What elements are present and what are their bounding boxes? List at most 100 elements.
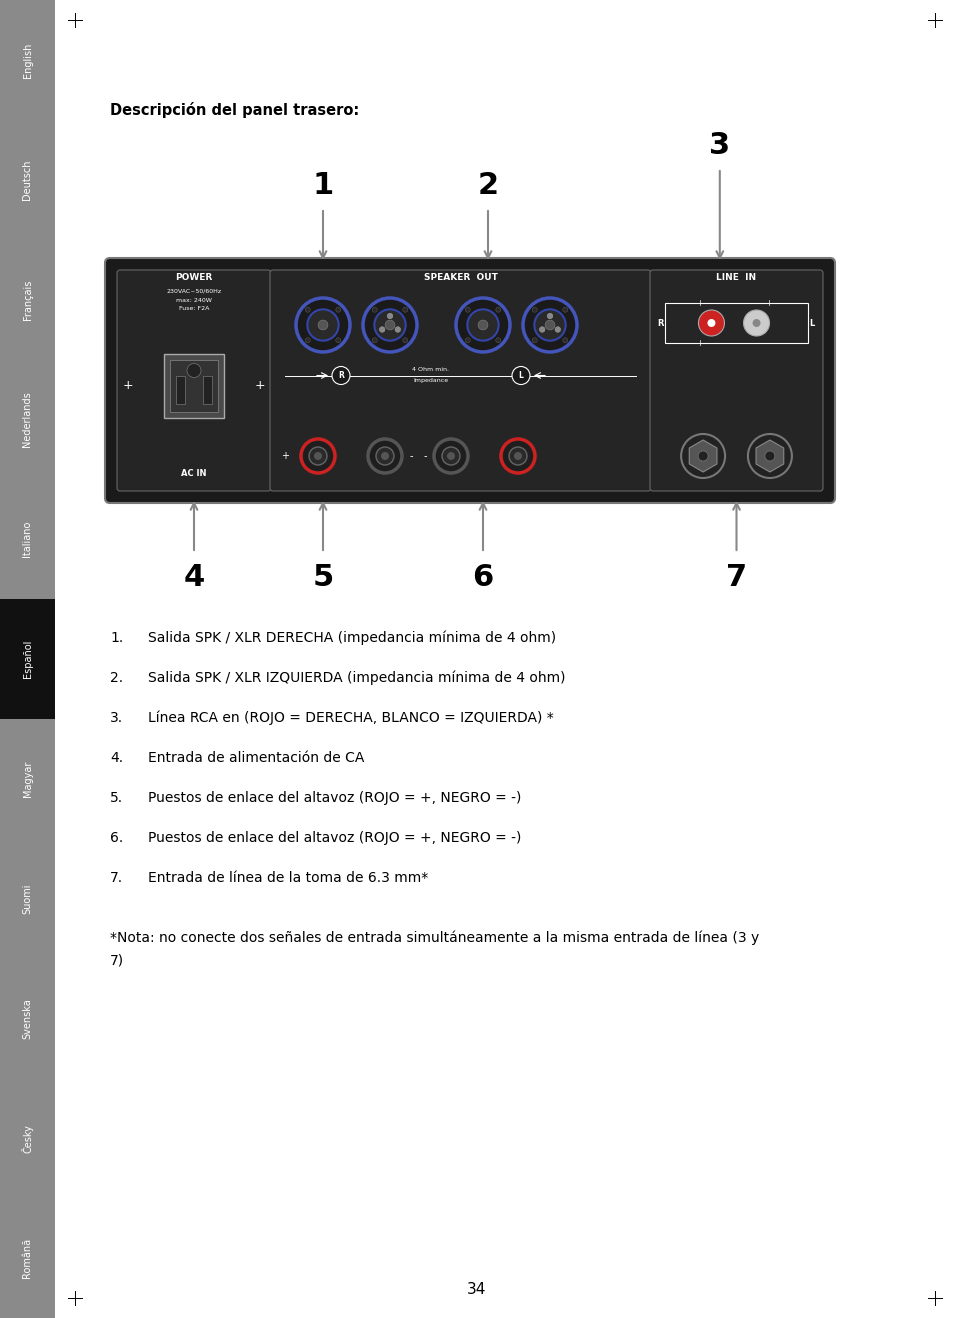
Text: L: L [518, 370, 523, 380]
Text: Salida SPK / XLR DERECHA (impedancia mínima de 4 ohm): Salida SPK / XLR DERECHA (impedancia mín… [148, 631, 556, 646]
Circle shape [547, 314, 552, 319]
Circle shape [380, 452, 389, 460]
Text: Suomi: Suomi [23, 883, 32, 913]
FancyBboxPatch shape [649, 270, 822, 492]
Circle shape [698, 451, 707, 461]
Bar [0, 838, 55, 958]
Text: SPEAKER  OUT: SPEAKER OUT [423, 273, 497, 282]
Circle shape [562, 337, 567, 343]
Circle shape [335, 307, 340, 312]
Circle shape [532, 337, 537, 343]
Text: 34: 34 [467, 1282, 486, 1297]
Text: -: - [423, 451, 426, 461]
Circle shape [379, 327, 385, 332]
Text: 1: 1 [312, 170, 334, 199]
Circle shape [555, 327, 560, 332]
Circle shape [522, 298, 577, 352]
Circle shape [496, 307, 500, 312]
Bar [0, 0, 55, 1318]
Circle shape [544, 320, 555, 330]
Circle shape [187, 364, 201, 377]
Circle shape [363, 298, 416, 352]
Text: 1.: 1. [110, 631, 123, 645]
Text: 3: 3 [708, 130, 730, 159]
Bar [0, 600, 55, 718]
Text: AC IN: AC IN [181, 469, 207, 478]
Circle shape [374, 310, 405, 340]
Circle shape [562, 307, 567, 312]
Text: Magyar: Magyar [23, 760, 32, 797]
Circle shape [314, 452, 322, 460]
Circle shape [467, 310, 498, 340]
Text: 230VAC~50/60Hz: 230VAC~50/60Hz [166, 289, 221, 294]
Text: +: + [254, 380, 265, 391]
Text: max: 240W: max: 240W [176, 298, 212, 303]
Circle shape [372, 337, 376, 343]
Text: 5.: 5. [110, 791, 123, 805]
Circle shape [434, 439, 468, 473]
Circle shape [402, 307, 407, 312]
Bar [0, 958, 55, 1078]
Text: Česky: Česky [22, 1124, 33, 1153]
Text: Italiano: Italiano [23, 521, 32, 558]
Text: Svenska: Svenska [23, 998, 32, 1039]
Circle shape [534, 310, 565, 340]
Text: +: + [764, 298, 771, 307]
Circle shape [532, 307, 537, 312]
Circle shape [441, 447, 459, 465]
Text: 3.: 3. [110, 710, 123, 725]
Text: -: - [409, 451, 413, 461]
Text: 4.: 4. [110, 751, 123, 764]
Circle shape [305, 337, 310, 343]
Circle shape [512, 366, 530, 385]
FancyBboxPatch shape [270, 270, 650, 492]
Text: Línea RCA en (ROJO = DERECHA, BLANCO = IZQUIERDA) *: Línea RCA en (ROJO = DERECHA, BLANCO = I… [148, 710, 553, 725]
Text: Entrada de alimentación de CA: Entrada de alimentación de CA [148, 751, 364, 764]
Circle shape [680, 434, 724, 478]
Circle shape [332, 366, 350, 385]
Text: Puestos de enlace del altavoz (ROJO = +, NEGRO = -): Puestos de enlace del altavoz (ROJO = +,… [148, 832, 521, 845]
Polygon shape [755, 440, 783, 472]
Text: 4: 4 [183, 564, 204, 593]
Text: Salida SPK / XLR IZQUIERDA (impedancia mínima de 4 ohm): Salida SPK / XLR IZQUIERDA (impedancia m… [148, 671, 565, 685]
Text: POWER: POWER [175, 273, 213, 282]
Circle shape [456, 298, 510, 352]
Text: Nederlands: Nederlands [23, 391, 32, 447]
Bar [0, 240, 55, 360]
Circle shape [402, 337, 407, 343]
Text: Français: Français [23, 279, 32, 320]
Bar [0, 0, 55, 120]
Circle shape [317, 320, 328, 330]
Text: Impedance: Impedance [413, 378, 448, 384]
Circle shape [538, 327, 544, 332]
Circle shape [465, 307, 470, 312]
Text: +: + [123, 380, 133, 391]
Polygon shape [688, 440, 717, 472]
Text: *Nota: no conecte dos señales de entrada simultáneamente a la misma entrada de l: *Nota: no conecte dos señales de entrada… [110, 931, 759, 945]
Text: Español: Español [23, 639, 32, 679]
Circle shape [335, 337, 340, 343]
Text: 2.: 2. [110, 671, 123, 685]
Circle shape [368, 439, 401, 473]
Text: 2: 2 [476, 170, 498, 199]
Circle shape [375, 447, 394, 465]
Bar [0, 1078, 55, 1198]
Bar [164, 353, 224, 418]
Circle shape [372, 307, 376, 312]
Circle shape [477, 320, 487, 330]
Circle shape [764, 451, 774, 461]
Text: Descripción del panel trasero:: Descripción del panel trasero: [110, 101, 359, 119]
Circle shape [707, 319, 715, 327]
Bar [0, 718, 55, 838]
Text: 7.: 7. [110, 871, 123, 884]
Circle shape [395, 327, 400, 332]
Circle shape [496, 337, 500, 343]
Circle shape [509, 447, 526, 465]
Circle shape [301, 439, 335, 473]
Circle shape [295, 298, 350, 352]
Text: R: R [337, 370, 344, 380]
Bar [175, 376, 185, 403]
Circle shape [385, 320, 395, 330]
Text: 5: 5 [312, 564, 334, 593]
Text: Fuse: F2A: Fuse: F2A [178, 307, 209, 311]
